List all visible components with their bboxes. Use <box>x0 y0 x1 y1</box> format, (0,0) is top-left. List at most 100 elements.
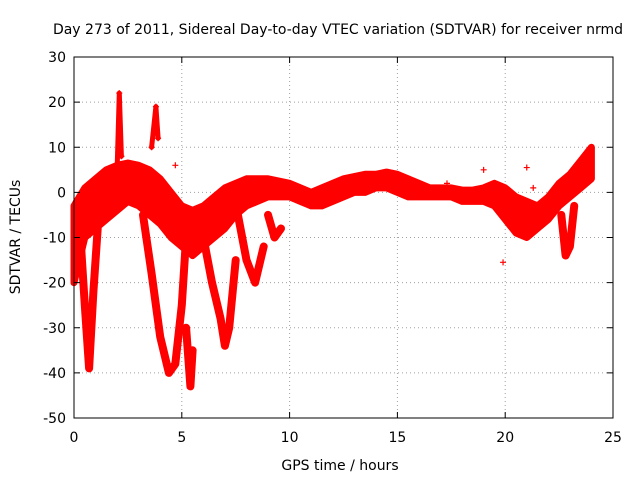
data-point <box>221 184 228 191</box>
data-point <box>243 175 250 182</box>
data-point <box>571 202 578 209</box>
data-point <box>168 234 175 241</box>
data-point <box>318 202 325 209</box>
data-point <box>254 198 261 205</box>
data-point <box>437 184 444 191</box>
data-point <box>502 184 509 191</box>
data-point <box>275 178 282 185</box>
data-point <box>394 189 401 196</box>
data-point <box>152 103 159 110</box>
data-point <box>103 216 110 223</box>
data-point <box>512 229 519 236</box>
series-dip_4 <box>233 210 268 287</box>
data-point <box>183 324 190 331</box>
x-tick-label: 25 <box>604 430 622 446</box>
series-dip_3 <box>199 233 240 350</box>
data-point <box>415 193 422 200</box>
axis-ticks: 0 5 10 15 20 25 30 20 10 0 -10 -20 -30 -40 -50 <box>43 50 622 446</box>
data-point <box>234 211 241 218</box>
data-point <box>394 171 401 178</box>
data-point <box>362 189 369 196</box>
data-point <box>146 211 153 218</box>
data-point <box>405 175 412 182</box>
data-point <box>448 184 455 191</box>
data-point <box>94 225 101 232</box>
data-point <box>329 198 336 205</box>
data-point <box>351 189 358 196</box>
y-tick-label: 10 <box>48 140 66 156</box>
data-point <box>200 234 207 241</box>
data-point <box>118 153 125 160</box>
data-point <box>469 198 476 205</box>
data-point <box>286 193 293 200</box>
data-point <box>139 211 146 218</box>
data-point <box>86 365 93 372</box>
data-point <box>168 189 175 196</box>
data-point <box>286 180 293 187</box>
x-tick-label: 15 <box>388 430 406 446</box>
data-point <box>226 324 233 331</box>
outlier-point <box>523 164 530 171</box>
x-tick-label: 0 <box>70 430 79 446</box>
data-point <box>114 166 121 173</box>
data-point <box>124 198 131 205</box>
data-point <box>566 193 573 200</box>
data-point <box>426 184 433 191</box>
series-dip_late <box>557 201 579 260</box>
y-tick-label: -10 <box>43 231 66 247</box>
data-point <box>114 207 121 214</box>
y-axis-label: SDTVAR / TECUs <box>8 180 24 295</box>
data-point <box>116 90 123 97</box>
data-point <box>340 175 347 182</box>
data-point <box>221 225 228 232</box>
data-series <box>70 90 595 391</box>
data-point <box>566 243 573 250</box>
data-point <box>254 175 261 182</box>
data-point <box>502 216 509 223</box>
data-point <box>275 193 282 200</box>
data-point <box>297 198 304 205</box>
series-dip_5 <box>264 210 285 242</box>
data-point <box>178 202 185 209</box>
data-point <box>340 193 347 200</box>
data-point <box>135 202 142 209</box>
data-point <box>480 184 487 191</box>
data-point <box>265 193 272 200</box>
data-point <box>221 342 228 349</box>
data-point <box>189 252 196 259</box>
data-point <box>189 347 196 354</box>
data-point <box>217 315 224 322</box>
data-point <box>232 180 239 187</box>
data-point <box>92 175 99 182</box>
data-point <box>448 193 455 200</box>
data-point <box>81 302 88 309</box>
data-point <box>165 369 172 376</box>
data-point <box>157 175 164 182</box>
data-point <box>208 279 215 286</box>
data-point <box>308 202 315 209</box>
series-spike_2 <box>149 104 161 150</box>
data-point <box>187 383 194 390</box>
data-point <box>469 187 476 194</box>
data-point <box>512 193 519 200</box>
series-dip_1 <box>76 224 102 373</box>
data-point <box>577 184 584 191</box>
data-point <box>200 202 207 209</box>
data-point <box>480 198 487 205</box>
data-point <box>178 302 185 309</box>
data-point <box>566 171 573 178</box>
x-axis-label: GPS time / hours <box>281 458 398 474</box>
data-point <box>491 202 498 209</box>
data-point <box>545 216 552 223</box>
data-point <box>172 360 179 367</box>
data-point <box>155 135 162 142</box>
data-point <box>243 257 250 264</box>
data-point <box>252 279 259 286</box>
data-point <box>556 180 563 187</box>
outlier-point <box>500 259 507 266</box>
data-point <box>351 173 358 180</box>
data-point <box>232 257 239 264</box>
data-point <box>534 225 541 232</box>
data-point <box>265 211 272 218</box>
data-point <box>562 252 569 259</box>
